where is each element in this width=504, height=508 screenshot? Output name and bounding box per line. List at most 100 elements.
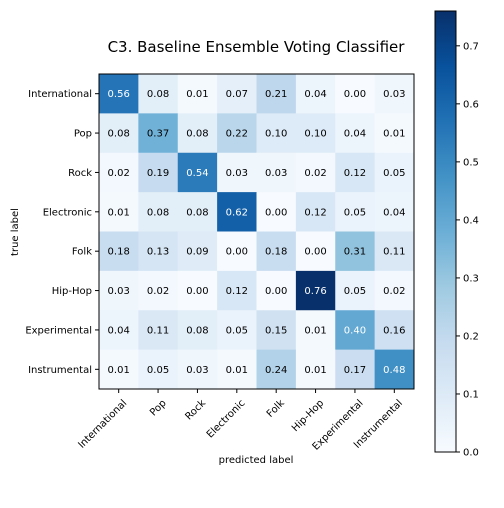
heatmap-cell: [177, 310, 218, 351]
cell-value-label: 0.12: [304, 207, 326, 218]
cell-value-label: 0.01: [186, 89, 208, 100]
heatmap-cell: [335, 270, 376, 311]
cell-value-label: 0.16: [383, 325, 405, 336]
heatmap-cell: [295, 113, 336, 154]
cell-value-label: 0.03: [226, 168, 248, 179]
cell-value-label: 0.03: [186, 365, 208, 376]
cell-value-label: 0.05: [344, 207, 366, 218]
x-axis-label: predicted label: [219, 455, 294, 466]
heatmap-cell: [295, 74, 336, 114]
cell-value-label: 0.13: [147, 247, 169, 258]
cell-value-label: 0.21: [265, 89, 287, 100]
cell-value-label: 0.03: [383, 89, 405, 100]
cell-value-label: 0.08: [186, 207, 208, 218]
y-tick-label: International: [28, 89, 92, 100]
heatmap-cell: [256, 74, 297, 114]
cell-value-label: 0.04: [304, 89, 326, 100]
heatmap-cell: [177, 152, 218, 193]
cell-value-label: 0.01: [108, 207, 130, 218]
heatmap-cell: [177, 270, 218, 311]
heatmap-cell: [256, 310, 297, 351]
cell-value-label: 0.03: [108, 286, 130, 297]
x-tick-label: Pop: [148, 398, 169, 419]
heatmap-cell: [177, 74, 218, 114]
cell-value-label: 0.05: [147, 365, 169, 376]
cell-value-label: 0.02: [147, 286, 169, 297]
cell-value-label: 0.10: [304, 129, 326, 140]
y-tick-label: Rock: [68, 168, 92, 179]
x-tick-label: Rock: [183, 398, 208, 423]
heatmap-cell: [256, 270, 297, 311]
heatmap-cell: [99, 152, 139, 193]
cell-value-label: 0.10: [265, 129, 287, 140]
colorbar-ticks: 0.0 0.1 0.2 0.3 0.4 0.5 0.6 0.7: [456, 41, 479, 459]
cell-value-label: 0.56: [108, 89, 130, 100]
heatmap-cell: [295, 231, 336, 272]
cell-value-label: 0.04: [108, 325, 130, 336]
x-tick-label: International: [76, 398, 129, 451]
cell-value-label: 0.04: [383, 207, 405, 218]
heatmap-cell: [335, 310, 376, 351]
cell-value-label: 0.00: [226, 247, 248, 258]
heatmap-cell: [177, 192, 218, 232]
cell-value-labels: 0.56 0.08 0.01 0.07 0.21 0.04 0.00 0.03 0.08 0.37…: [108, 89, 406, 376]
cell-value-label: 0.05: [344, 286, 366, 297]
cell-value-label: 0.01: [383, 129, 405, 140]
colorbar-tick-label: 0.5: [463, 157, 479, 168]
heatmap-cell: [335, 113, 376, 154]
heatmap-cell: [99, 349, 139, 390]
cell-value-label: 0.15: [265, 325, 287, 336]
cell-value-label: 0.00: [304, 247, 326, 258]
heatmap-cell: [374, 349, 415, 390]
cell-value-label: 0.00: [265, 286, 287, 297]
heatmap-cell: [295, 270, 336, 311]
heatmap-cell: [138, 152, 179, 193]
heatmap-cell: [138, 192, 179, 232]
chart-title: C3. Baseline Ensemble Voting Classifier: [108, 38, 406, 56]
cell-value-label: 0.04: [344, 129, 366, 140]
cell-value-label: 0.76: [304, 286, 326, 297]
heatmap-cell: [335, 231, 376, 272]
y-tick-label: Pop: [74, 129, 92, 140]
cell-value-label: 0.54: [186, 168, 208, 179]
cell-value-label: 0.37: [147, 129, 169, 140]
colorbar-tick-label: 0.7: [463, 41, 479, 52]
heatmap-cell: [99, 74, 139, 114]
cell-value-label: 0.08: [147, 207, 169, 218]
heatmap-cell: [256, 349, 297, 390]
heatmap-cell: [374, 310, 415, 351]
heatmap-cell: [295, 192, 336, 232]
cell-value-label: 0.07: [226, 89, 248, 100]
y-tick-label: Hip-Hop: [52, 286, 92, 297]
y-tick-label: Electronic: [43, 207, 92, 218]
heatmap-cell: [335, 152, 376, 193]
cell-value-label: 0.48: [383, 365, 405, 376]
cell-value-label: 0.11: [147, 325, 169, 336]
heatmap-cell: [256, 152, 297, 193]
colorbar-tick-label: 0.3: [463, 273, 479, 284]
cell-value-label: 0.01: [304, 325, 326, 336]
heatmap-cell: [217, 231, 257, 272]
heatmap-cell: [99, 231, 139, 272]
cell-value-label: 0.08: [108, 129, 130, 140]
colorbar-tick-label: 0.6: [463, 99, 479, 110]
cell-value-label: 0.00: [344, 89, 366, 100]
cell-value-label: 0.17: [344, 365, 366, 376]
cell-value-label: 0.12: [344, 168, 366, 179]
heatmap-cell: [99, 310, 139, 351]
cell-value-label: 0.00: [265, 207, 287, 218]
heatmap-cell: [99, 113, 139, 154]
y-tick-label: Instrumental: [28, 365, 92, 376]
heatmap-cell: [295, 152, 336, 193]
heatmap-cell: [217, 310, 257, 351]
cell-value-label: 0.03: [265, 168, 287, 179]
heatmap-cell: [374, 270, 415, 311]
heatmap-cell: [256, 113, 297, 154]
colorbar-tick-label: 0.2: [463, 331, 479, 342]
heatmap-cell: [374, 74, 415, 114]
heatmap-cell: [295, 310, 336, 351]
y-tick-label: Folk: [72, 247, 92, 258]
colorbar: [434, 10, 457, 453]
